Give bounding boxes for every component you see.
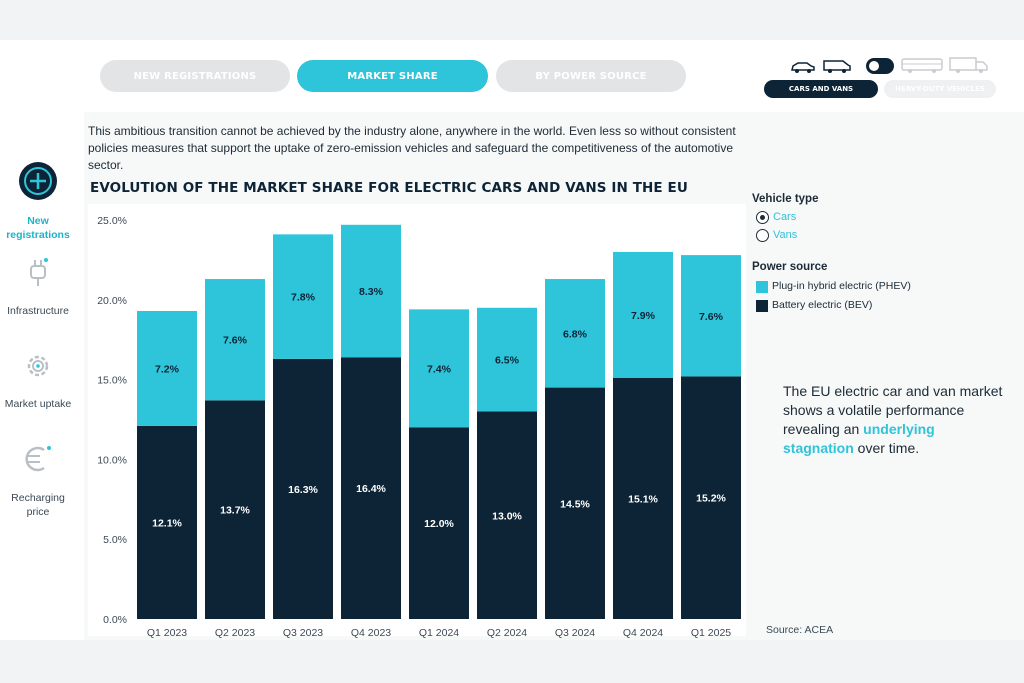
tab-market-share[interactable]: MARKET SHARE	[297, 60, 488, 92]
gear-icon[interactable]	[22, 350, 54, 382]
bar-label-phev: 7.8%	[291, 292, 316, 304]
bar-bev	[409, 427, 469, 619]
bar-label-bev: 13.0%	[492, 510, 522, 522]
x-tick-label: Q4 2024	[623, 627, 663, 639]
bar-label-phev: 7.9%	[631, 310, 656, 322]
bar-bev	[341, 357, 401, 619]
sidebar-item-market-uptake[interactable]: Market uptake	[4, 398, 72, 410]
bar-phev	[341, 224, 401, 358]
bar-label-phev: 7.4%	[427, 363, 452, 375]
radio-selected-dot	[759, 214, 765, 220]
bar-label-phev: 7.6%	[699, 311, 724, 323]
bar-bev	[273, 358, 333, 619]
note-text-after: over time.	[853, 440, 920, 456]
note-text-before: The EU electric car and van market shows…	[783, 383, 1003, 437]
bar-bev	[681, 376, 741, 619]
bar-label-bev: 12.0%	[424, 518, 454, 530]
x-tick-label: Q3 2023	[283, 627, 323, 639]
bar-phev	[273, 234, 333, 359]
car-icon	[791, 62, 815, 73]
tab-new-registrations[interactable]: NEW REGISTRATIONS	[100, 60, 290, 92]
note-highlight: underlying stagnation	[783, 421, 935, 456]
radio-cars[interactable]	[756, 211, 769, 224]
bev-legend-label: Battery electric (BEV)	[772, 299, 873, 311]
sidebar-item-recharging-price[interactable]: Recharging price	[11, 492, 65, 518]
vehicle-type-title: Vehicle type	[752, 193, 819, 205]
bar-bev	[545, 387, 605, 619]
bar-label-bev: 14.5%	[560, 498, 590, 510]
phev-legend-label: Plug-in hybrid electric (PHEV)	[772, 280, 911, 292]
bar-phev	[681, 255, 741, 377]
radio-label-vans[interactable]: Vans	[773, 229, 798, 241]
y-tick-label: 20.0%	[97, 295, 127, 307]
bar-label-bev: 16.3%	[288, 484, 318, 496]
radio-label-cars[interactable]: Cars	[773, 211, 797, 223]
bar-label-phev: 7.6%	[223, 335, 248, 347]
sidebar-item-new-registrations[interactable]: New registrations	[6, 215, 70, 241]
bar-bev	[137, 425, 197, 619]
bar-phev	[477, 307, 537, 412]
heavy-duty-vehicles-button[interactable]: HEAVY-DUTY VEHICLES	[884, 80, 996, 98]
bar-label-bev: 15.1%	[628, 494, 658, 506]
sidebar-item-infrastructure[interactable]: Infrastructure	[7, 305, 69, 317]
bus-icon	[901, 58, 943, 73]
bar-label-phev: 6.5%	[495, 355, 520, 367]
bar-phev	[613, 251, 673, 379]
x-tick-label: Q2 2023	[215, 627, 255, 639]
bar-label-bev: 15.2%	[696, 493, 726, 505]
van-icon	[823, 60, 851, 73]
truck-icon	[949, 57, 988, 73]
intro-text: This ambitious transition cannot be achi…	[88, 124, 736, 172]
x-tick-label: Q4 2023	[351, 627, 391, 639]
plus-circle-icon[interactable]	[17, 160, 59, 202]
phev-swatch	[756, 281, 768, 293]
bar-bev	[613, 378, 673, 619]
bar-bev	[205, 400, 265, 619]
vehicle-toggle[interactable]	[866, 58, 894, 74]
euro-icon[interactable]	[20, 442, 56, 476]
bar-phev	[205, 279, 265, 401]
bar-phev	[137, 310, 197, 426]
tab-by-power-source[interactable]: BY POWER SOURCE	[496, 60, 686, 92]
bev-swatch	[756, 300, 768, 312]
power-source-title: Power source	[752, 261, 828, 273]
x-tick-label: Q2 2024	[487, 627, 527, 639]
bar-label-phev: 7.2%	[155, 363, 180, 375]
toggle-knob	[869, 61, 879, 71]
cars-and-vans-button[interactable]: CARS AND VANS	[764, 80, 878, 98]
y-tick-label: 25.0%	[97, 215, 127, 227]
y-tick-label: 5.0%	[103, 534, 127, 546]
bar-phev	[409, 309, 469, 428]
bar-label-bev: 13.7%	[220, 505, 250, 517]
y-tick-label: 15.0%	[97, 375, 127, 387]
y-tick-label: 10.0%	[97, 454, 127, 466]
bar-label-bev: 16.4%	[356, 483, 386, 495]
x-tick-label: Q1 2023	[147, 627, 187, 639]
bar-phev	[545, 279, 605, 388]
bar-bev	[477, 411, 537, 619]
insight-note: The EU electric car and van market shows…	[783, 382, 1008, 458]
bar-label-bev: 12.1%	[152, 517, 182, 529]
x-tick-label: Q1 2025	[691, 627, 731, 639]
x-tick-label: Q3 2024	[555, 627, 595, 639]
radio-vans[interactable]	[756, 229, 769, 242]
bar-label-phev: 8.3%	[359, 286, 384, 298]
chart-title: EVOLUTION OF THE MARKET SHARE FOR ELECTR…	[90, 180, 688, 196]
source-label: Source: ACEA	[766, 624, 834, 636]
bar-label-phev: 6.8%	[563, 328, 588, 340]
y-tick-label: 0.0%	[103, 614, 127, 626]
charger-plug-icon[interactable]	[24, 256, 52, 290]
x-tick-label: Q1 2024	[419, 627, 459, 639]
